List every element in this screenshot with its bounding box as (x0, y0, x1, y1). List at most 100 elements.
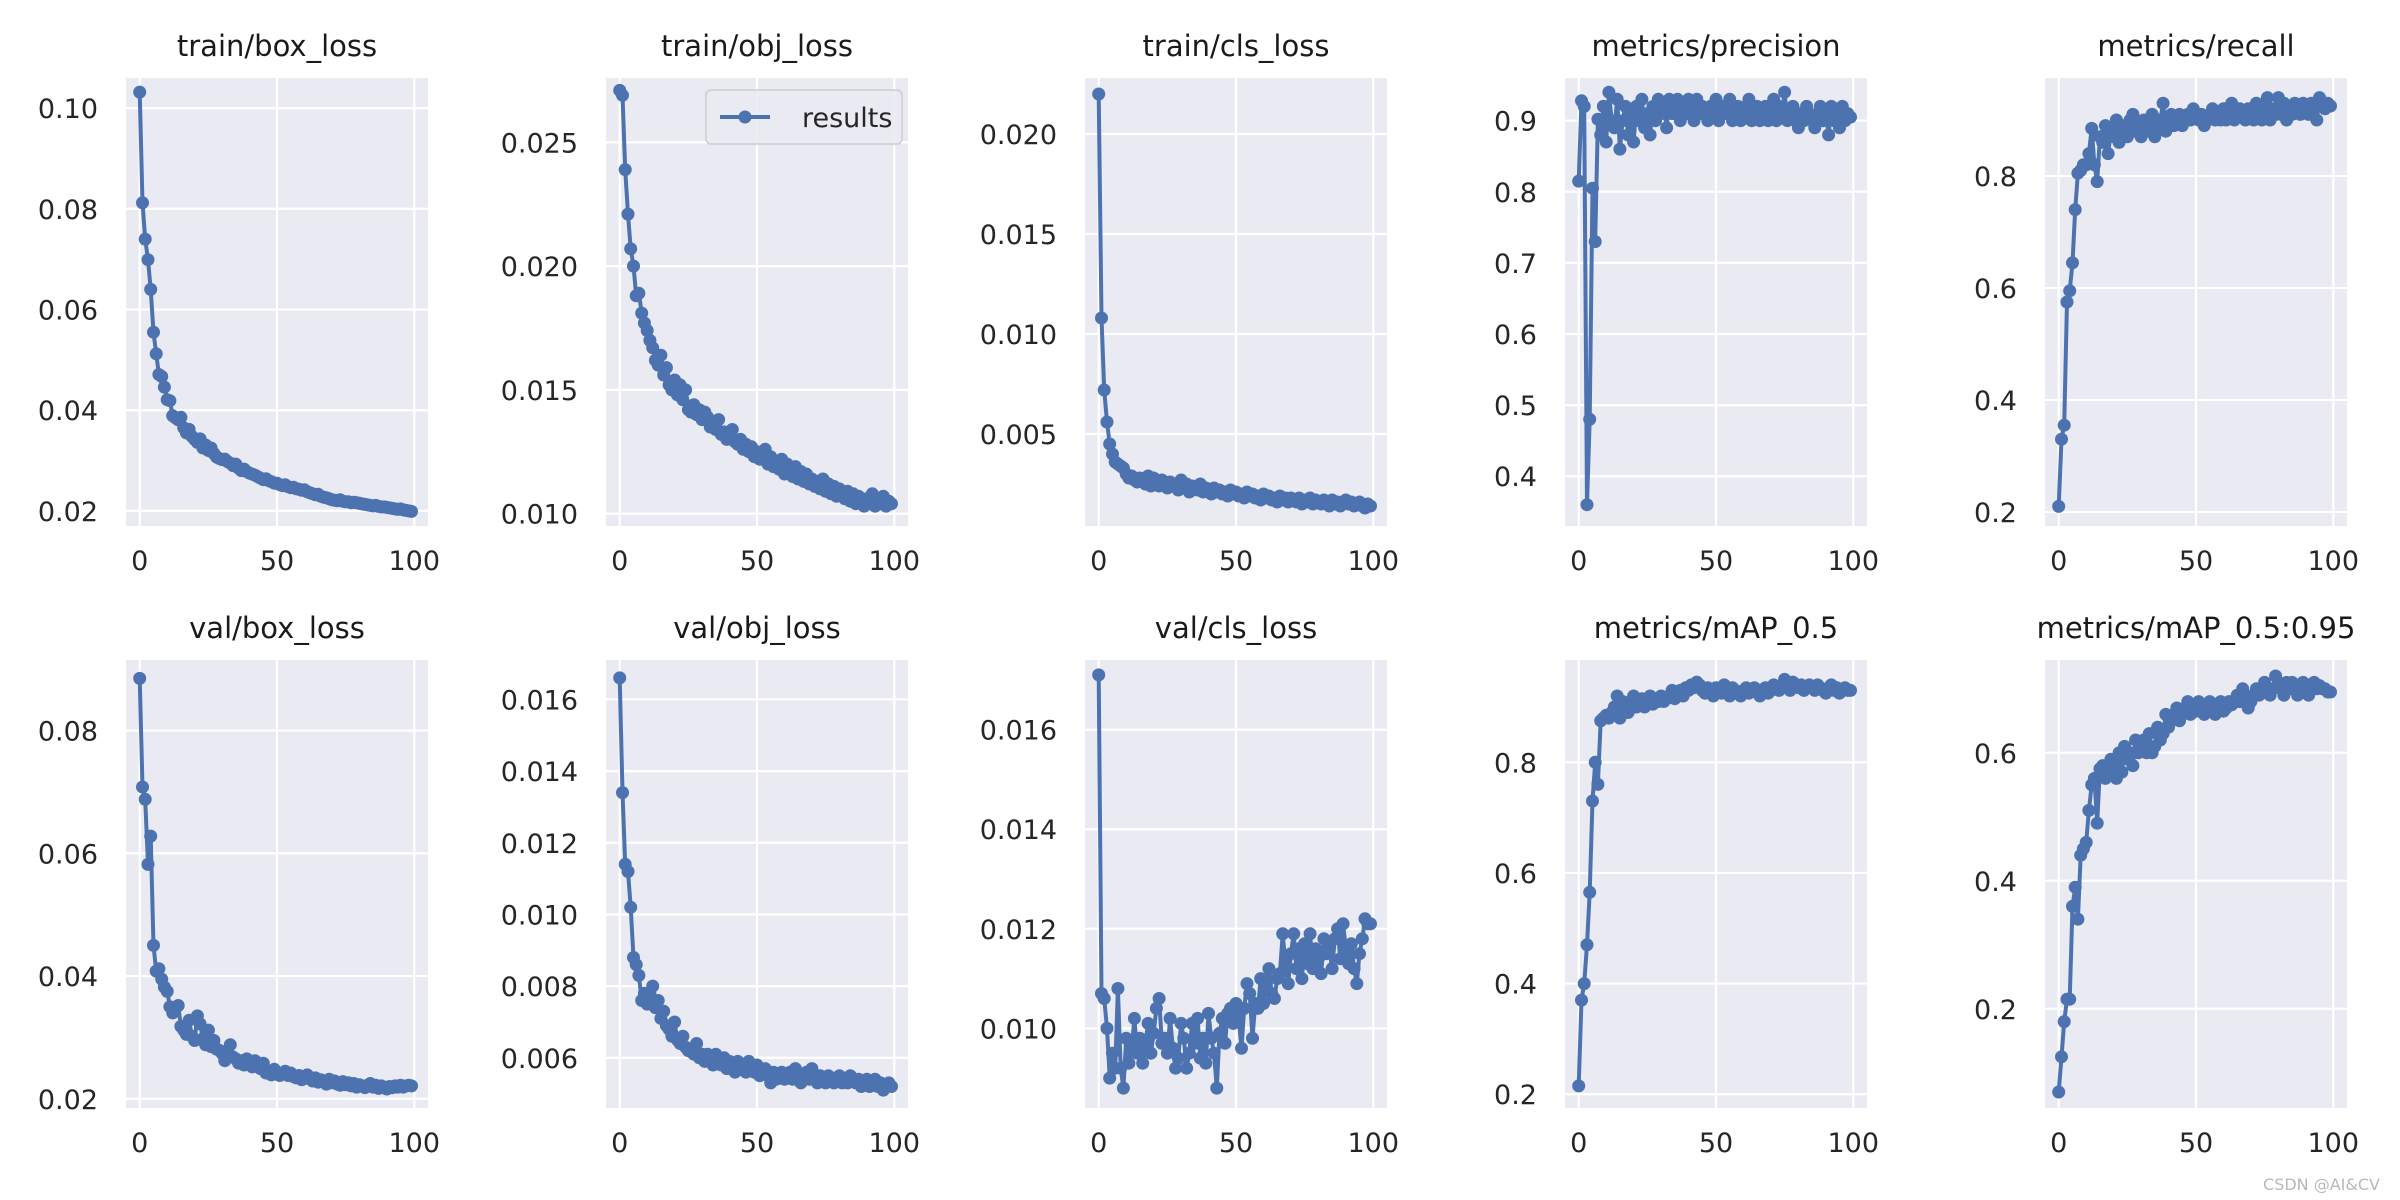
data-point (2055, 432, 2068, 446)
data-point (155, 370, 169, 383)
x-tick-label: 100 (388, 546, 440, 577)
data-point (1844, 110, 1857, 124)
y-tick-label: 0.010 (501, 900, 578, 931)
x-tick-label: 50 (260, 1128, 294, 1159)
data-point (616, 88, 629, 102)
y-tick-label: 0.6 (1494, 320, 1537, 351)
data-point (2087, 771, 2101, 785)
y-tick-label: 0.025 (501, 128, 578, 159)
y-tick-label: 0.5 (1494, 391, 1537, 422)
data-point (2126, 759, 2140, 773)
data-point (2066, 899, 2079, 913)
data-point (1158, 1031, 1172, 1045)
y-tick-label: 0.6 (1974, 739, 2017, 770)
data-point (2096, 135, 2110, 149)
y-tick-label: 0.012 (980, 915, 1057, 946)
series-markers (1092, 87, 1377, 515)
x-tick-label: 50 (1699, 1128, 1733, 1159)
x-tick-label: 50 (2179, 1128, 2213, 1159)
data-point (133, 671, 147, 685)
y-tick-label: 0.006 (501, 1044, 578, 1075)
data-point (1191, 1011, 1205, 1025)
data-point (2071, 912, 2085, 926)
data-point (405, 504, 418, 518)
data-point (2060, 295, 2074, 309)
data-point (2082, 803, 2096, 817)
x-tick-label: 50 (2179, 546, 2213, 577)
data-point (1174, 1016, 1188, 1030)
data-point (1364, 499, 1377, 513)
data-point (138, 792, 152, 806)
data-point (1199, 1056, 1213, 1070)
data-point (1202, 1006, 1215, 1020)
data-point (1778, 85, 1792, 99)
data-point (2063, 284, 2077, 298)
data-point (885, 497, 898, 511)
y-tick-label: 0.04 (38, 396, 98, 427)
data-point (659, 361, 673, 375)
x-tick-label: 50 (1699, 546, 1733, 577)
y-tick-label: 0.4 (1494, 462, 1537, 493)
data-point (621, 865, 635, 878)
data-point (2148, 130, 2162, 144)
data-point (1095, 311, 1108, 325)
y-tick-label: 0.015 (980, 220, 1057, 251)
data-point (1092, 668, 1106, 682)
data-point (885, 1080, 898, 1093)
data-point (1347, 962, 1361, 976)
data-point (1276, 927, 1290, 941)
data-point (1127, 1011, 1141, 1025)
y-tick-label: 0.06 (38, 839, 98, 870)
data-point (654, 348, 668, 362)
y-tick-label: 0.2 (1494, 1080, 1537, 1111)
data-point (1303, 927, 1317, 941)
data-point (136, 780, 149, 794)
panel-title: metrics/mAP_0.5:0.95 (2037, 611, 2356, 645)
x-tick-label: 0 (131, 1128, 148, 1159)
data-point (2324, 99, 2337, 113)
data-point (149, 347, 163, 361)
x-tick-label: 50 (1219, 1128, 1253, 1159)
data-point (1152, 992, 1166, 1005)
data-point (1141, 1016, 1155, 1030)
data-point (1163, 1011, 1177, 1025)
data-point (1591, 777, 1605, 791)
data-point (1328, 932, 1342, 946)
data-point (1583, 885, 1597, 899)
data-point (133, 85, 147, 99)
data-point (1353, 947, 1366, 961)
panel-title: train/box_loss (177, 29, 377, 63)
data-point (160, 984, 174, 998)
data-point (621, 207, 635, 221)
series-markers (613, 671, 898, 1097)
y-tick-label: 0.08 (38, 717, 98, 748)
data-point (1596, 99, 1610, 113)
data-point (1588, 755, 1602, 769)
data-point (1100, 415, 1114, 429)
data-point (1207, 1046, 1221, 1060)
data-point (1314, 967, 1328, 981)
data-point (1643, 128, 1657, 142)
data-point (676, 393, 690, 407)
legend-label: results (802, 103, 892, 134)
x-tick-label: 100 (2307, 546, 2359, 577)
data-point (1147, 1026, 1161, 1040)
data-point (1822, 128, 1836, 142)
x-tick-label: 100 (1827, 546, 1879, 577)
data-point (1580, 498, 1594, 512)
data-point (405, 1079, 418, 1093)
data-point (635, 306, 649, 320)
data-point (640, 324, 654, 337)
data-point (646, 979, 660, 993)
data-point (1235, 1041, 1248, 1055)
y-tick-label: 0.10 (38, 94, 98, 125)
data-point (2115, 765, 2129, 779)
x-tick-label: 100 (1827, 1128, 1879, 1159)
data-point (1130, 1046, 1144, 1060)
data-point (1295, 972, 1309, 986)
x-tick-label: 0 (1570, 546, 1587, 577)
data-point (1844, 683, 1857, 697)
data-point (2085, 121, 2099, 135)
data-point (1111, 982, 1125, 995)
data-point (223, 1038, 237, 1052)
